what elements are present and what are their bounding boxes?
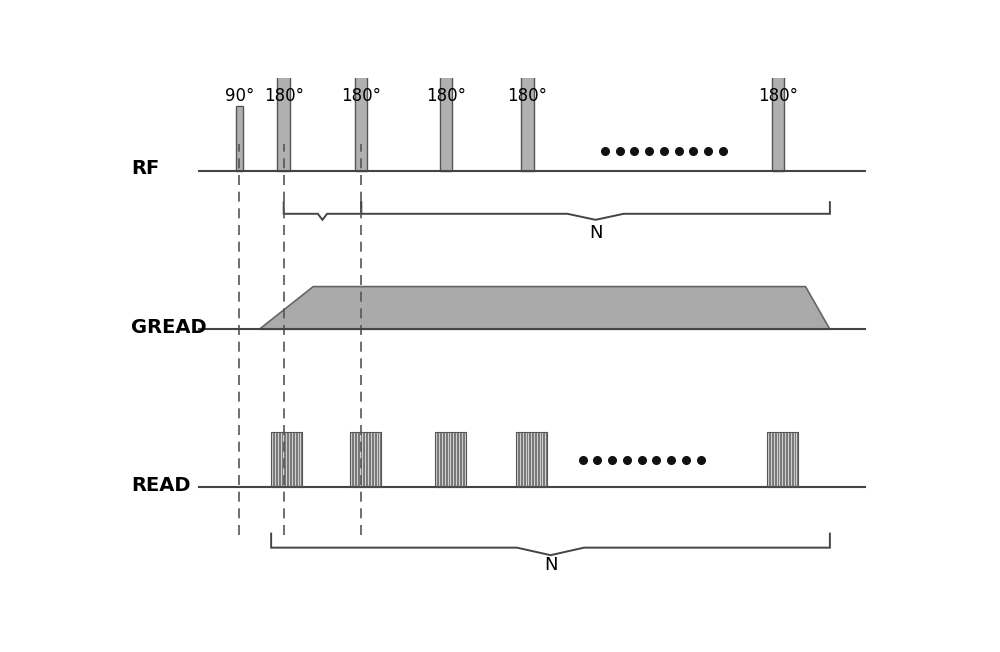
Text: 180°: 180° [758,87,798,105]
Bar [516,432,547,488]
Bar [440,76,452,171]
Text: 90°: 90° [225,87,254,105]
Bar [355,76,367,171]
Text: READ: READ [131,477,190,496]
Text: 180°: 180° [426,87,466,105]
Text: GREAD: GREAD [131,318,207,337]
Bar [435,432,466,488]
Text: RF: RF [131,159,159,178]
Bar [271,432,302,488]
Bar [521,76,534,171]
Bar [277,76,290,171]
Polygon shape [259,287,830,329]
Bar [350,432,381,488]
Bar [236,106,243,171]
Text: 180°: 180° [507,87,547,105]
Bar [772,76,784,171]
Text: 180°: 180° [341,87,381,105]
Text: N: N [544,556,557,574]
Text: N: N [589,224,602,242]
Bar [767,432,798,488]
Text: 180°: 180° [264,87,304,105]
